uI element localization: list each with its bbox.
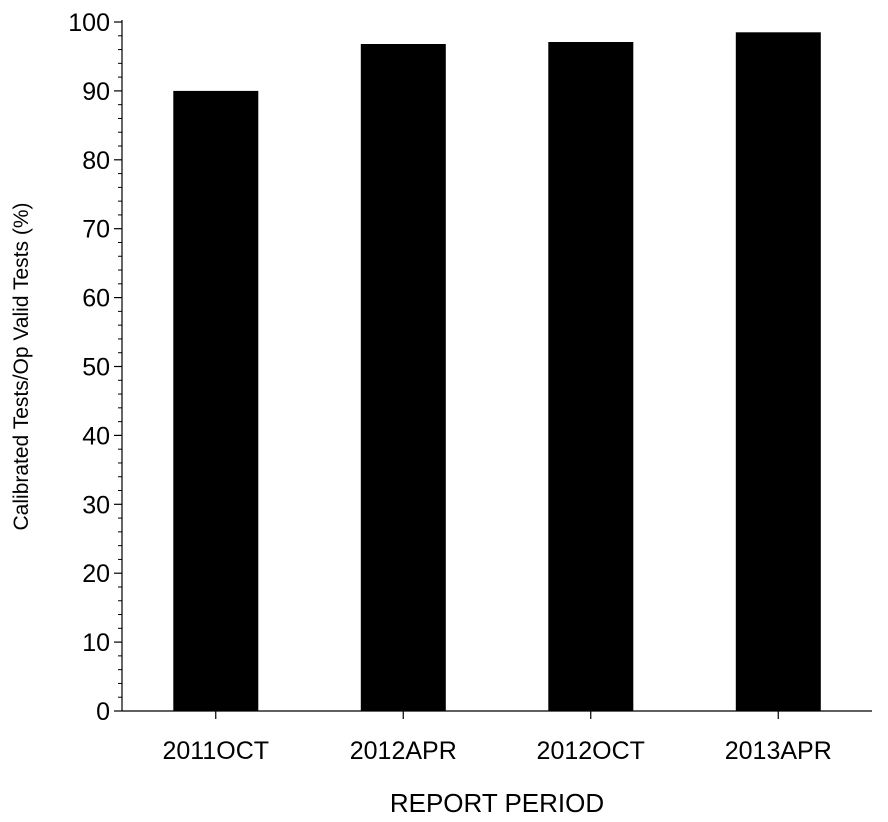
bar-2011OCT [173, 90, 259, 711]
y-tick-label: 10 [82, 629, 110, 657]
x-axis-title: REPORT PERIOD [390, 788, 604, 817]
x-tick-label: 2011OCT [162, 737, 269, 765]
y-axis: 0 10 20 30 40 50 60 70 80 90 100 [68, 9, 123, 726]
y-tick-label: 60 [82, 285, 110, 313]
bar-2012OCT [548, 42, 634, 711]
y-tick-label: 40 [82, 422, 110, 450]
bar-2012APR [360, 44, 446, 711]
y-tick-label: 80 [82, 147, 110, 175]
x-tick-label: 2013APR [725, 737, 832, 765]
x-axis: 2011OCT 2012APR 2012OCT 2013APR [122, 710, 872, 765]
y-tick-label: 50 [82, 354, 110, 382]
bar-2013APR [735, 32, 821, 712]
y-axis-title: Calibrated Tests/Op Valid Tests (%) [10, 203, 33, 531]
x-ticks: 2011OCT 2012APR 2012OCT 2013APR [162, 711, 832, 765]
y-tick-label: 20 [82, 560, 110, 588]
y-tick-label: 30 [82, 491, 110, 519]
y-tick-label: 90 [82, 78, 110, 106]
y-tick-label: 0 [96, 698, 110, 726]
y-tick-label: 70 [82, 216, 110, 244]
y-tick-label: 100 [68, 9, 110, 37]
x-tick-label: 2012APR [350, 737, 457, 765]
y-ticks: 0 10 20 30 40 50 60 70 80 90 100 [68, 9, 122, 726]
x-tick-label: 2012OCT [537, 737, 645, 765]
bars-group [173, 32, 821, 712]
